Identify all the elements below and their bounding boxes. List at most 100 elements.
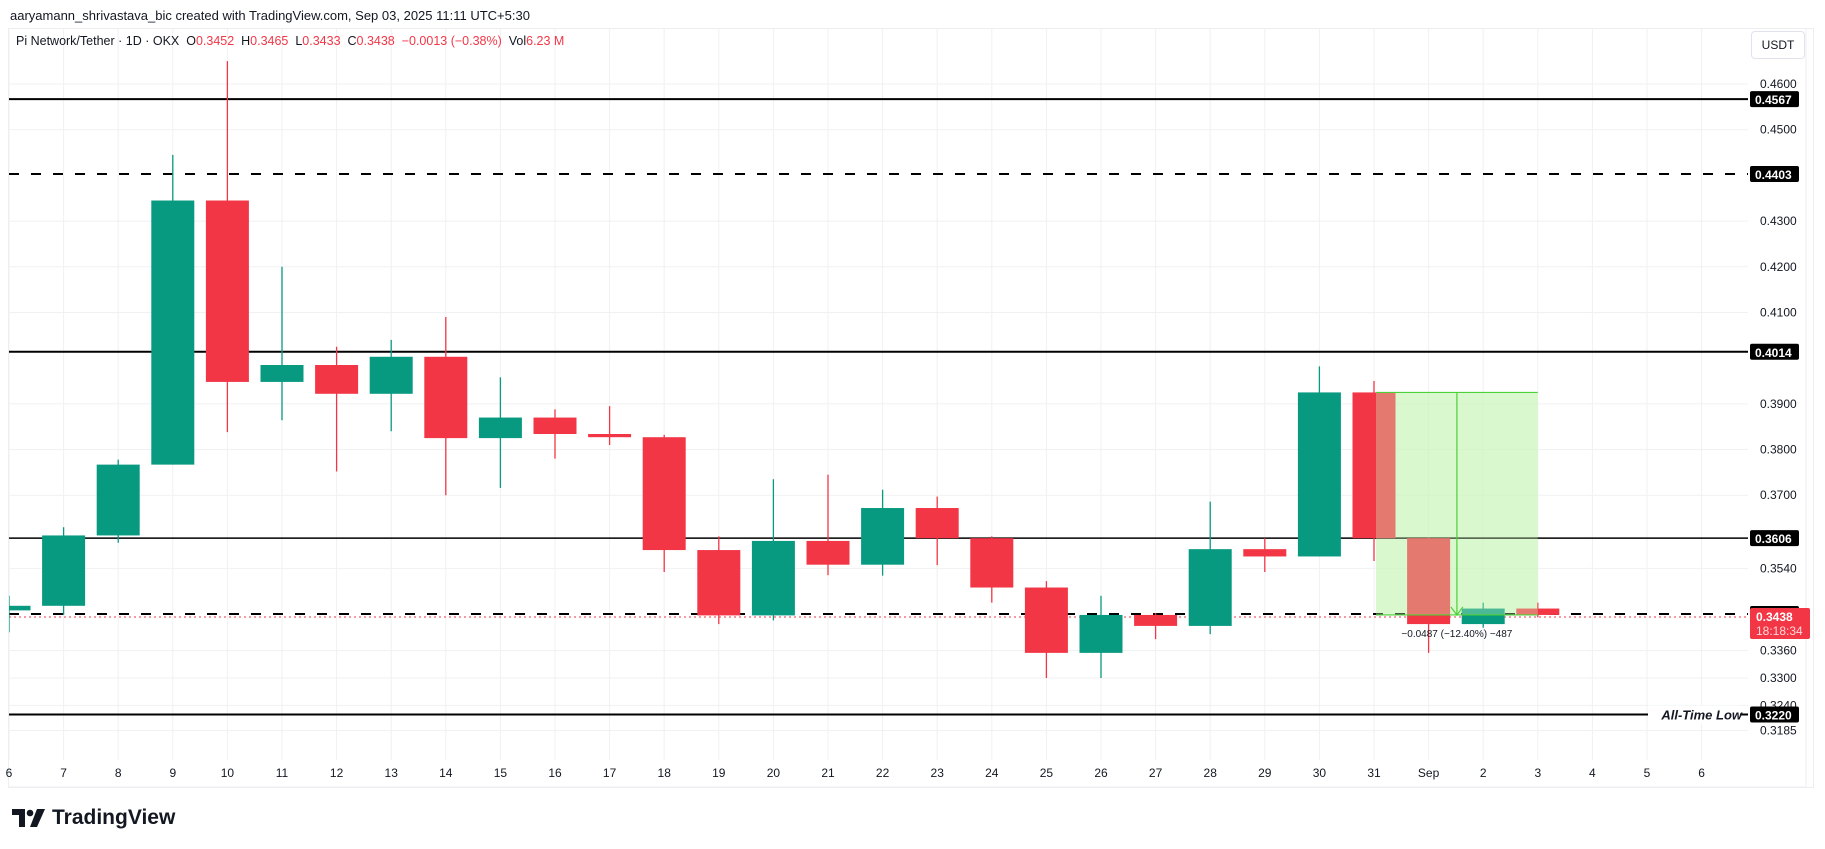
time-axis-tick: 7: [60, 766, 67, 780]
time-axis-tick: 8: [115, 766, 122, 780]
time-axis-tick: 21: [821, 766, 835, 780]
time-axis-tick: 10: [221, 766, 235, 780]
candle[interactable]: [861, 489, 905, 576]
level-price-tag: [1750, 530, 1799, 547]
candle[interactable]: [1079, 595, 1123, 678]
candle[interactable]: [369, 339, 413, 432]
candle[interactable]: [642, 434, 686, 572]
level-price-label: 0.4567: [1755, 93, 1792, 107]
level-price-label: 0.4014: [1755, 346, 1792, 360]
candle[interactable]: [1407, 537, 1451, 653]
price-axis-tick: 0.3800: [1760, 443, 1797, 457]
candle[interactable]: [1243, 538, 1287, 572]
open-value: 0.3452: [195, 34, 235, 48]
candle[interactable]: [806, 474, 850, 576]
candle[interactable]: [533, 409, 577, 459]
price-axis-tick: 0.3185: [1760, 724, 1797, 738]
time-axis-tick: 18: [658, 766, 672, 780]
price-axis-tick: 0.3540: [1760, 561, 1797, 575]
level-price-tag: [1750, 166, 1799, 183]
open-label: O: [186, 34, 196, 48]
level-price-label: 0.3606: [1755, 532, 1792, 546]
symbol-title[interactable]: Pi Network/Tether · 1D · OKX: [16, 34, 180, 48]
currency-unit-button[interactable]: USDT: [1751, 31, 1805, 59]
close-value: 0.3438: [356, 34, 395, 48]
current-price-label: 0.3438: [1756, 610, 1793, 624]
candle[interactable]: [1352, 381, 1396, 562]
candle[interactable]: [0, 595, 31, 633]
level-price-tag: [1750, 343, 1799, 360]
time-axis-tick: 9: [169, 766, 176, 780]
high-value: 0.3465: [250, 34, 289, 48]
candle[interactable]: [478, 377, 522, 488]
candle[interactable]: [42, 527, 86, 615]
time-axis-tick: 4: [1589, 766, 1596, 780]
candle[interactable]: [1024, 581, 1068, 678]
time-axis-tick: 26: [1094, 766, 1108, 780]
change-value: −0.0013 (−0.38%): [401, 34, 502, 48]
tradingview-logo-icon: [12, 809, 45, 827]
time-axis-tick: 3: [1534, 766, 1541, 780]
candle[interactable]: [1188, 501, 1232, 635]
chart-credit: aaryamann_shrivastava_bic created with T…: [10, 8, 530, 23]
time-axis-tick: 17: [603, 766, 617, 780]
measure-label: −0.0487 (−12.40%) −487: [1401, 629, 1512, 640]
price-axis-tick: 0.4300: [1760, 214, 1797, 228]
candle[interactable]: [151, 154, 195, 465]
price-axis-tick: 0.3300: [1760, 671, 1797, 685]
high-label: H: [241, 34, 251, 48]
time-axis-tick: 5: [1644, 766, 1651, 780]
time-axis-tick: 14: [439, 766, 453, 780]
candle[interactable]: [96, 459, 140, 543]
candle[interactable]: [970, 536, 1014, 603]
price-axis-tick: 0.4200: [1760, 260, 1797, 274]
time-axis-tick: 6: [6, 766, 13, 780]
time-axis-tick: 2: [1480, 766, 1487, 780]
time-axis-tick: 28: [1204, 766, 1218, 780]
time-axis-tick: 11: [276, 766, 289, 780]
candle[interactable]: [205, 61, 249, 433]
candle[interactable]: [1134, 613, 1178, 640]
time-axis-tick: 27: [1149, 766, 1163, 780]
time-axis-tick: 22: [876, 766, 890, 780]
tradingview-logo[interactable]: TradingView: [12, 806, 175, 830]
level-price-tag: [1750, 91, 1799, 108]
time-axis-tick: 30: [1313, 766, 1327, 780]
time-axis-tick: 24: [985, 766, 999, 780]
candle[interactable]: [697, 536, 741, 625]
plot-area[interactable]: −0.0487 (−12.40%) −487 All-Time Low: [0, 29, 1756, 760]
price-axis-tick: 0.3900: [1760, 397, 1797, 411]
level-price-label: 0.3220: [1755, 709, 1792, 723]
time-axis-tick: 12: [330, 766, 344, 780]
time-axis-tick: 6: [1698, 766, 1705, 780]
candle[interactable]: [588, 406, 632, 445]
price-axis-tick: 0.3360: [1760, 644, 1797, 658]
price-axis-tick: 0.3700: [1760, 488, 1797, 502]
price-axis-tick: 0.4600: [1760, 77, 1797, 91]
time-axis-tick: Sep: [1418, 766, 1440, 780]
tradingview-logo-text: TradingView: [52, 806, 176, 829]
time-axis-tick: 23: [931, 766, 945, 780]
candle[interactable]: [315, 346, 359, 472]
candle[interactable]: [751, 479, 795, 621]
volume-value: 6.23 M: [526, 34, 565, 48]
symbol-legend: Pi Network/Tether · 1D · OKX O0.3452 H0.…: [16, 34, 564, 48]
candle[interactable]: [260, 266, 304, 421]
close-label: C: [347, 34, 357, 48]
time-axis-tick: 25: [1040, 766, 1054, 780]
volume-label: Vol: [508, 34, 527, 48]
level-price-tag: [1750, 706, 1799, 723]
low-label: L: [295, 34, 303, 48]
bar-countdown-label: 18:18:34: [1756, 624, 1803, 638]
time-axis-tick: 19: [712, 766, 726, 780]
candle[interactable]: [1297, 366, 1341, 557]
candle[interactable]: [424, 317, 468, 496]
current-price-tag: [1750, 607, 1810, 639]
time-axis-tick: 16: [548, 766, 562, 780]
time-axis-tick: 31: [1367, 766, 1381, 780]
price-axis-tick: 0.4500: [1760, 123, 1797, 137]
time-axis-tick: 20: [767, 766, 781, 780]
candle[interactable]: [915, 496, 959, 566]
all-time-low-label: All-Time Low: [1660, 708, 1743, 723]
